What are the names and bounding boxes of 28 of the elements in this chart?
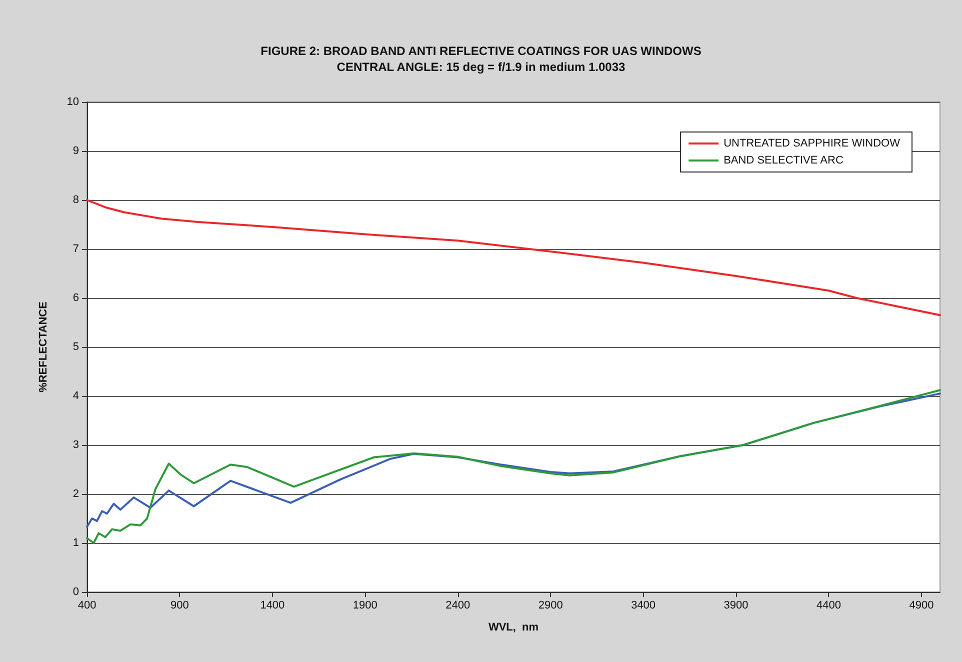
- y-axis-title: %REFLECTANCE: [38, 302, 50, 392]
- x-tick-label: 2400: [446, 600, 470, 612]
- x-tick-label: 400: [78, 600, 96, 612]
- y-tick-label: 2: [72, 488, 79, 500]
- x-tick-label: 3900: [724, 600, 748, 612]
- x-tick-label: 2900: [538, 600, 563, 612]
- legend-label: UNTREATED SAPPHIRE WINDOW: [724, 138, 901, 150]
- y-tick-label: 4: [72, 390, 79, 402]
- y-tick-label: 0: [72, 586, 79, 598]
- chart-title: FIGURE 2: BROAD BAND ANTI REFLECTIVE COATINGS FOR UAS WINDOWS: [260, 44, 702, 58]
- x-tick-label: 1900: [352, 600, 378, 612]
- y-tick-label: 10: [66, 96, 79, 108]
- x-tick-label: 900: [170, 600, 189, 612]
- y-tick-label: 8: [72, 194, 79, 206]
- chart-subtitle: CENTRAL ANGLE: 15 deg = f/1.9 in medium 1.0033: [336, 60, 626, 74]
- y-tick-label: 5: [72, 341, 79, 353]
- x-axis-title: WVL, nm: [488, 622, 539, 634]
- x-tick-label: 4900: [909, 600, 934, 612]
- y-tick-label: 9: [72, 145, 79, 157]
- y-tick-label: 7: [72, 243, 79, 255]
- x-tick-label: 3400: [631, 600, 656, 612]
- y-tick-label: 1: [72, 537, 79, 549]
- y-tick-label: 3: [72, 439, 79, 451]
- x-tick-label: 1400: [260, 600, 285, 612]
- legend-label: BAND SELECTIVE ARC: [724, 154, 844, 166]
- y-tick-label: 6: [72, 292, 79, 304]
- line-series: [86, 199, 941, 316]
- x-tick-label: 4400: [816, 600, 841, 612]
